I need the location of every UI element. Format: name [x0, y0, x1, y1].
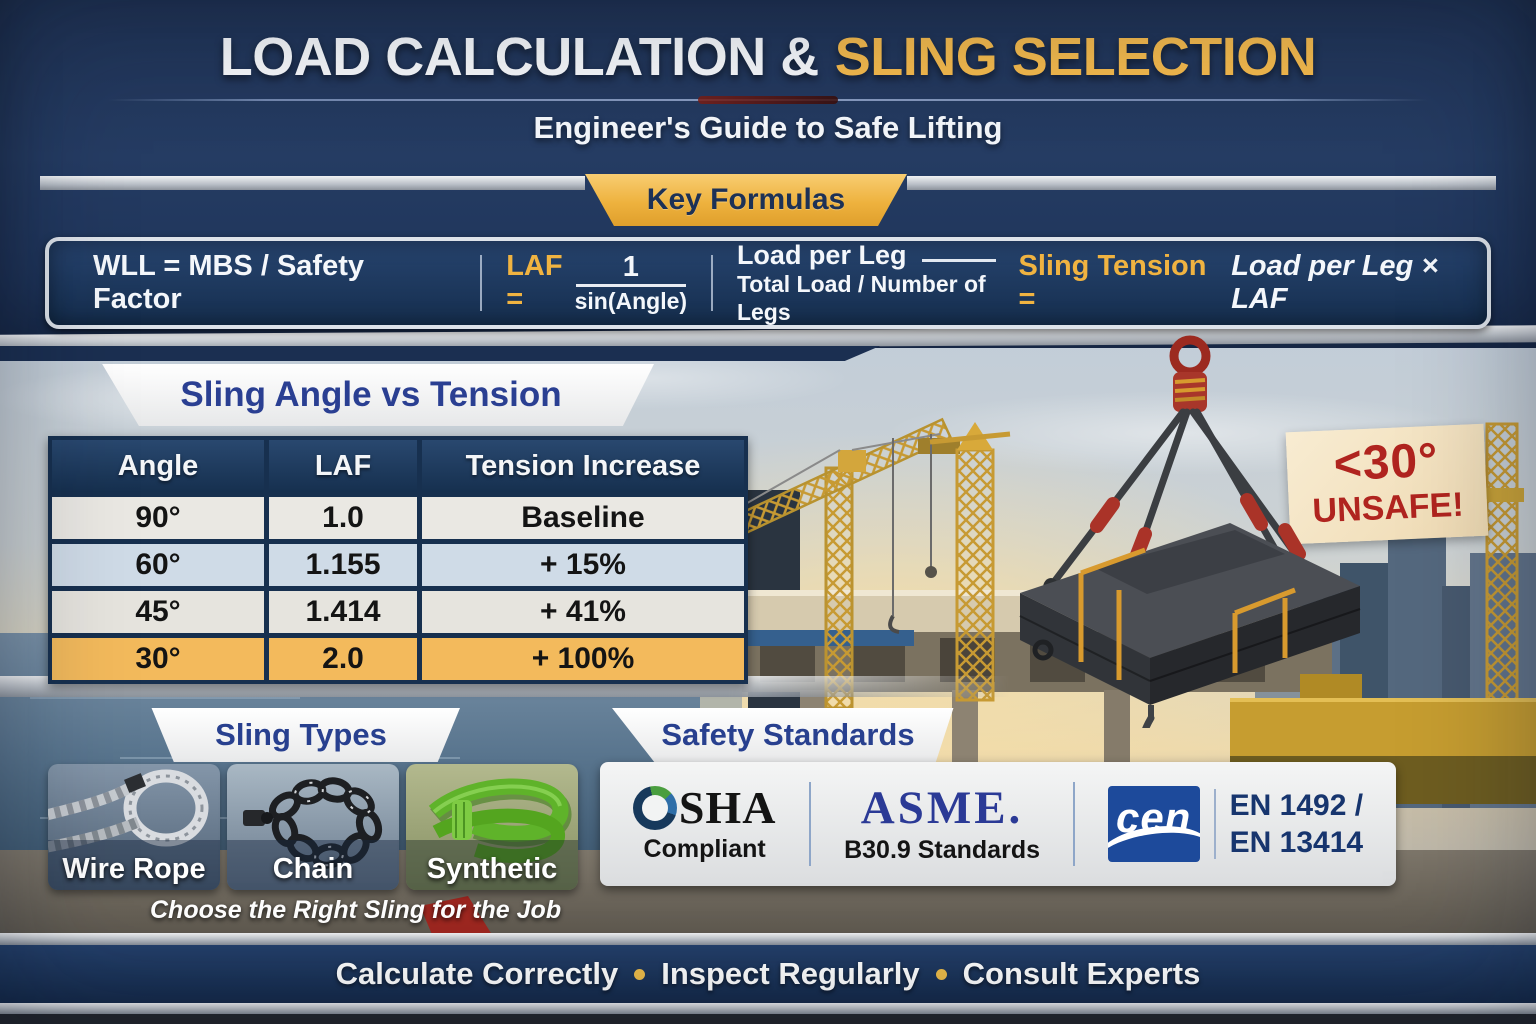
angle-section-banner: Sling Angle vs Tension: [102, 364, 654, 426]
cen-logo-text: cen: [1115, 794, 1192, 841]
safety-standards-panel: SHA Compliant ASME. B30.9 Standards cen …: [600, 762, 1396, 886]
fraction-bar: [575, 284, 686, 287]
sling-card-wire-rope: Wire Rope: [48, 764, 220, 890]
osha-standard: SHA Compliant: [632, 781, 777, 864]
page-subtitle: Engineer's Guide to Safe Lifting: [533, 110, 1003, 145]
bullet-dot-icon: [935, 968, 947, 980]
cen-standard: cen EN 1492 / EN 13414: [1107, 786, 1364, 862]
sling-card-label: Chain: [272, 853, 354, 885]
chain-image: [227, 764, 399, 890]
master-link-icon: [1169, 335, 1211, 412]
sling-tension-formula: Load per Leg × LAF: [1231, 250, 1439, 315]
formula-wll: WLL = MBS / Safety Factor: [93, 250, 364, 315]
laf-denominator: sin(Angle): [574, 288, 688, 314]
footer-item: Calculate Correctly: [335, 956, 619, 991]
sling-card-label: Wire Rope: [62, 853, 206, 885]
eye-bolt-icon: [1032, 639, 1054, 661]
formula-divider: [711, 255, 713, 311]
tower-crane-jib: [690, 417, 960, 710]
red-flag: [420, 896, 494, 944]
standards-divider: [1072, 782, 1075, 866]
sling-card-label: Synthetic: [426, 853, 558, 885]
osha-subtitle: Compliant: [643, 834, 766, 863]
load-per-leg-label: Load per Leg: [736, 240, 907, 270]
column-header-laf: LAF: [269, 440, 417, 492]
footer-silver-strip-bottom: [0, 1003, 1536, 1014]
asme-logo-text: ASME.: [860, 781, 1024, 834]
table-cell-highlighted: + 100%: [422, 638, 744, 680]
column-header-tension: Tension Increase: [422, 440, 744, 492]
standards-divider: [809, 782, 812, 866]
sling-tension-label: Sling Tension =: [1018, 250, 1207, 315]
table-cell: 60°: [52, 544, 264, 586]
sling-types-caption: Choose the Right Sling for the Job: [150, 896, 562, 924]
formula-sling-tension: Sling Tension = Load per Leg × LAF: [1019, 250, 1488, 316]
divider-accent: [698, 96, 838, 104]
synthetic-sling-image: [406, 764, 578, 890]
footer-item: Inspect Regularly: [661, 956, 920, 991]
ribbon-right: [907, 176, 1496, 190]
sling-type-cards: Wire Rope: [48, 764, 578, 890]
laf-label: LAF =: [506, 250, 563, 315]
cen-standard-line2: EN 13414: [1229, 826, 1364, 859]
sling-types-banner: Sling Types: [151, 708, 460, 762]
table-cell: + 41%: [422, 591, 744, 633]
tower-crane-lattice: [929, 422, 1011, 702]
osha-logo-text: SHA: [678, 781, 777, 833]
cen-logo-icon: cen: [1107, 786, 1200, 862]
load-binding-ropes: [1078, 547, 1296, 680]
load-box: [1019, 523, 1361, 705]
footer-silver-strip-top: [0, 933, 1536, 945]
formula-load-per-leg: Load per Leg Total Load / Number of Legs: [737, 240, 1013, 326]
asme-standard: ASME. B30.9 Standards: [844, 784, 1040, 865]
osha-logo-icon: [632, 785, 677, 830]
table-cell: + 15%: [422, 544, 744, 586]
formula-divider: [480, 255, 483, 311]
footer-item: Consult Experts: [962, 956, 1201, 991]
table-cell-highlighted: 2.0: [269, 638, 417, 680]
formula-panel: WLL = MBS / Safety Factor LAF = 1 sin(An…: [45, 237, 1491, 329]
table-cell-highlighted: 30°: [52, 638, 264, 680]
sling-card-synthetic: Synthetic: [406, 764, 578, 890]
key-formulas-banner: Key Formulas: [585, 174, 907, 226]
title-divider: [108, 96, 1428, 104]
page-title: LOAD CALCULATION & SLING SELECTION: [0, 26, 1536, 88]
right-tower-crane: [1480, 422, 1524, 726]
table-cell: 1.155: [269, 544, 417, 586]
table-cell: 1.414: [269, 591, 417, 633]
bullet-dot-icon: [634, 968, 646, 980]
fraction-bar: [922, 258, 997, 262]
title-main: LOAD CALCULATION &: [219, 27, 819, 87]
laf-fraction: 1 sin(Angle): [575, 252, 687, 314]
laf-numerator: 1: [622, 251, 639, 283]
table-cell: 1.0: [269, 497, 417, 539]
hook-icon: [1142, 705, 1155, 728]
standards-divider: [1213, 789, 1216, 859]
navy-wedge: [0, 346, 880, 361]
formula-laf: LAF = 1 sin(Angle): [506, 250, 687, 316]
table-cell: 90°: [52, 497, 264, 539]
angle-tension-table: Angle LAF Tension Increase 90° 1.0 Basel…: [48, 436, 748, 684]
table-cell: 45°: [52, 591, 264, 633]
table-cell: Baseline: [422, 497, 744, 539]
suspended-load-illustration: [1019, 335, 1361, 728]
safety-standards-banner: Safety Standards: [612, 708, 954, 762]
ribbon-left: [40, 176, 585, 190]
asme-subtitle: B30.9 Standards: [844, 835, 1040, 864]
load-per-leg-formula: Total Load / Number of Legs: [736, 271, 986, 325]
footer-message-bar: Calculate Correctly Inspect Regularly Co…: [0, 945, 1536, 1003]
wire-rope-image: [48, 764, 220, 890]
column-header-angle: Angle: [52, 440, 264, 492]
sling-card-chain: Chain: [227, 764, 399, 890]
cen-standard-line1: EN 1492 /: [1229, 789, 1364, 822]
title-accent: SLING SELECTION: [834, 27, 1317, 87]
